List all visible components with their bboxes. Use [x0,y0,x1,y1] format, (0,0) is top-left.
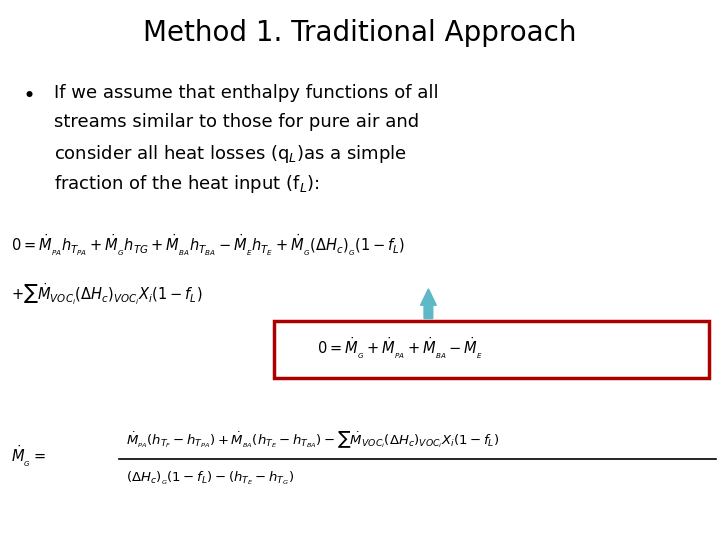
FancyBboxPatch shape [274,321,709,378]
Text: consider all heat losses (q$_L$)as a simple: consider all heat losses (q$_L$)as a sim… [54,143,407,165]
Text: $0 = \dot{M}_{_{PA}} h_{T_{PA}} + \dot{M}_{_G} h_{TG} + \dot{M}_{_{BA}} h_{T_{BA: $0 = \dot{M}_{_{PA}} h_{T_{PA}} + \dot{M… [11,233,405,259]
Text: $0 = \dot{M}_{_G}+\dot{M}_{_{PA}}+\dot{M}_{_{BA}}-\dot{M}_{_E}$: $0 = \dot{M}_{_G}+\dot{M}_{_{PA}}+\dot{M… [317,335,483,361]
Text: $\dot{M}_{_G} =$: $\dot{M}_{_G} =$ [11,443,45,469]
Text: Method 1. Traditional Approach: Method 1. Traditional Approach [143,19,577,47]
Text: streams similar to those for pure air and: streams similar to those for pure air an… [54,113,419,131]
Text: $(\Delta H_c)_{_G}(1-f_L)-(h_{T_E}-h_{T_G})$: $(\Delta H_c)_{_G}(1-f_L)-(h_{T_E}-h_{T_… [126,469,294,487]
Text: If we assume that enthalpy functions of all: If we assume that enthalpy functions of … [54,84,438,102]
Text: fraction of the heat input (f$_L$):: fraction of the heat input (f$_L$): [54,173,320,195]
Polygon shape [420,289,436,319]
Text: $\bullet$: $\bullet$ [22,84,33,104]
Text: $+\sum \dot{M}_{VOC_i}(\Delta H_c)_{VOC_i} X_i(1-f_L)$: $+\sum \dot{M}_{VOC_i}(\Delta H_c)_{VOC_… [11,281,202,307]
Text: $\dot{M}_{_{PA}}(h_{T_F}-h_{T_{PA}})+\dot{M}_{_{BA}}(h_{T_E}-h_{T_{BA}})-\sum\do: $\dot{M}_{_{PA}}(h_{T_F}-h_{T_{PA}})+\do… [126,430,500,450]
